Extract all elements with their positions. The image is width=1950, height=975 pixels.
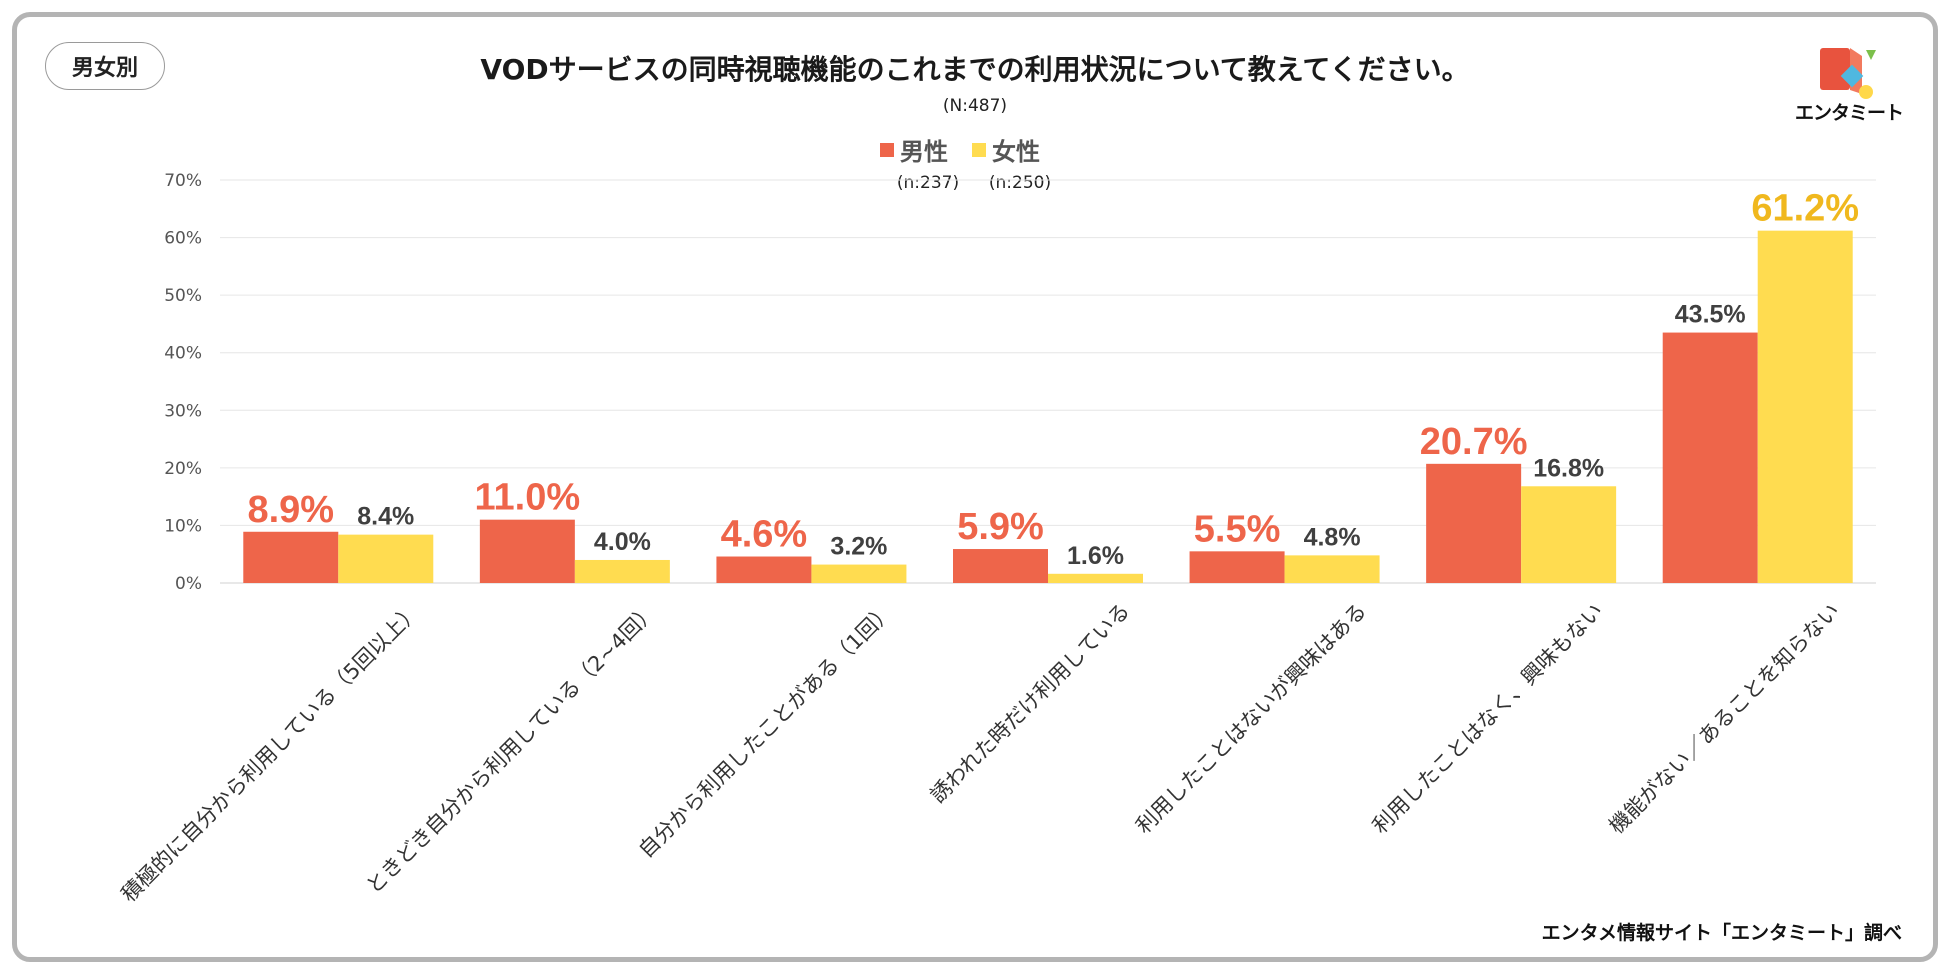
logo-wordmark: エンタミート (1794, 102, 1904, 124)
bar-male (479, 519, 575, 583)
data-label: 20.7% (1420, 421, 1528, 463)
data-label: 43.5% (1675, 301, 1746, 329)
legend-n-male: (n:237) (896, 173, 960, 193)
y-tick-label: 0% (175, 574, 202, 594)
source-note: エンタメ情報サイト「エンタミート」調べ (1541, 922, 1902, 944)
bar-male (1426, 463, 1522, 583)
legend-label-female: 女性 (992, 138, 1040, 166)
x-category-label: 利用したことはないが興味はある (1131, 599, 1371, 839)
bar-male (243, 531, 339, 583)
legend-swatch-female (972, 142, 986, 157)
chart-sample-size: (N:487) (942, 96, 1008, 116)
x-category-label: 機能がない／あることを知らない (1605, 599, 1845, 839)
data-label: 4.6% (721, 514, 808, 556)
chart-frame (12, 12, 1938, 962)
x-category-label: 誘われた時だけ利用している (926, 599, 1135, 808)
data-label: 1.6% (1067, 542, 1124, 570)
legend-n-female: (n:250) (988, 173, 1052, 193)
y-tick-label: 50% (164, 286, 202, 306)
bar-female (811, 564, 907, 583)
x-category-label: 利用したことはなく、興味もない (1368, 599, 1608, 839)
y-tick-label: 30% (164, 401, 202, 421)
data-label: 3.2% (830, 533, 887, 561)
bar-female (1284, 555, 1380, 583)
x-category-label: ときどき自分から利用している（2~4回） (362, 599, 662, 899)
data-label: 4.8% (1304, 523, 1361, 551)
y-tick-label: 40% (164, 344, 202, 364)
bar-female (1048, 573, 1143, 583)
logo-mark-icon (1820, 48, 1876, 99)
data-label: 4.0% (594, 528, 651, 556)
bar-male (1662, 332, 1758, 583)
data-label: 8.9% (247, 489, 334, 531)
bar-male (1189, 551, 1285, 583)
data-label: 8.4% (357, 503, 414, 531)
legend-swatch-male (880, 142, 894, 157)
bar-female (338, 534, 434, 583)
data-label: 5.9% (957, 506, 1044, 548)
bar-female (574, 559, 670, 583)
bar-male (953, 549, 1048, 583)
data-label: 11.0% (475, 477, 581, 519)
bar-male (716, 556, 812, 583)
bar-female (1757, 230, 1853, 584)
y-tick-label: 20% (164, 459, 202, 479)
data-label: 16.8% (1533, 454, 1604, 482)
legend-item-female: 女性 (n:250) (972, 132, 1122, 193)
data-label: 61.2% (1751, 188, 1859, 230)
x-category-label: 自分から利用したことがある（1回） (634, 599, 898, 863)
chart-title: VODサービスの同時視聴機能のこれまでの利用状況について教えてください。 (480, 53, 1470, 86)
brand-logo: エンタミート (1790, 42, 1908, 124)
x-category-label: 積極的に自分から利用している（5回以上） (117, 599, 425, 907)
y-tick-label: 60% (164, 229, 202, 249)
data-label: 5.5% (1194, 508, 1281, 550)
legend-item-male: 男性 (n:237) (880, 132, 1030, 193)
segment-badge: 男女別 (45, 42, 165, 90)
legend-label-male: 男性 (900, 138, 948, 166)
bar-female (1521, 486, 1617, 583)
y-tick-label: 10% (164, 516, 202, 536)
y-tick-label: 70% (164, 171, 202, 191)
